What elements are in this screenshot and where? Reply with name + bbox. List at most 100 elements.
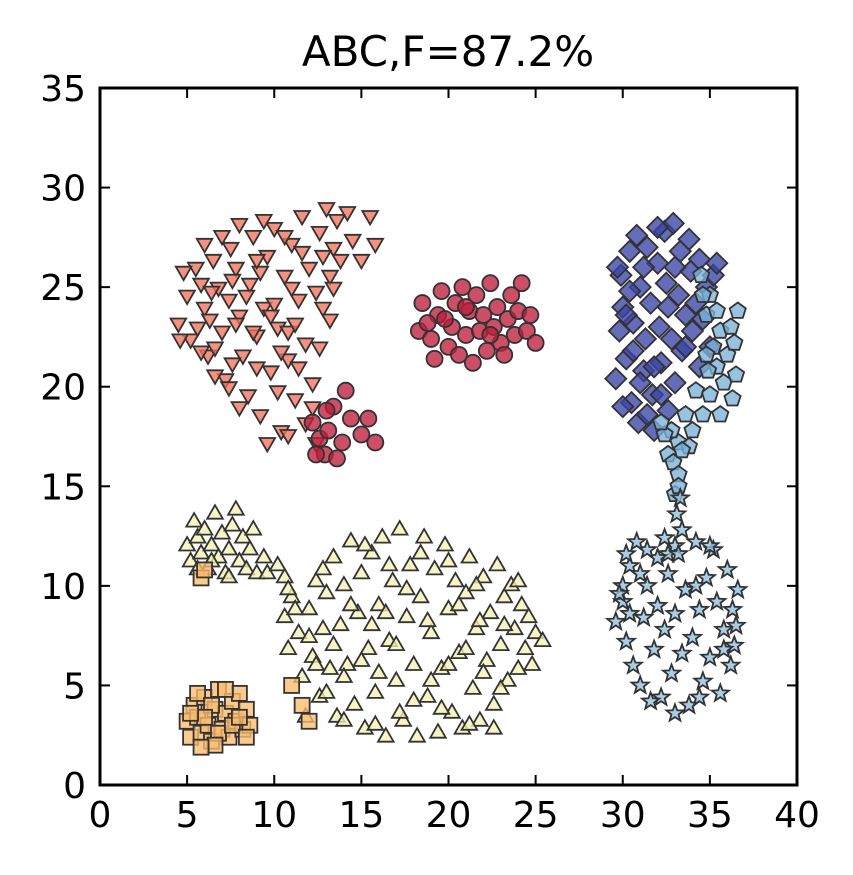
data-point <box>191 277 211 294</box>
data-point <box>622 653 645 675</box>
data-point <box>320 269 340 286</box>
data-point <box>310 225 329 243</box>
data-point <box>359 638 378 655</box>
data-point <box>247 253 267 271</box>
series-square <box>178 561 318 756</box>
data-point <box>292 210 312 227</box>
data-point <box>400 555 420 572</box>
data-point <box>508 658 528 675</box>
data-point <box>212 523 232 540</box>
data-point <box>341 531 361 548</box>
data-point <box>688 598 711 620</box>
data-point <box>205 341 225 358</box>
data-point <box>512 274 531 293</box>
data-point <box>299 261 319 278</box>
data-point <box>205 503 225 520</box>
data-point <box>481 326 500 344</box>
data-point <box>238 389 258 406</box>
data-point <box>313 249 333 267</box>
data-point <box>605 255 630 279</box>
x-tick-label: 20 <box>426 795 472 836</box>
data-point <box>369 662 389 679</box>
data-point <box>705 590 728 612</box>
data-point <box>526 622 545 640</box>
data-point <box>698 361 718 379</box>
data-point <box>491 678 511 695</box>
data-point <box>618 554 641 576</box>
data-point <box>418 610 437 628</box>
series-circle <box>303 274 545 468</box>
data-point <box>188 527 207 544</box>
data-point <box>633 327 658 351</box>
data-point <box>393 710 413 727</box>
data-point <box>414 527 434 544</box>
data-point <box>257 563 277 580</box>
data-point <box>296 337 315 354</box>
data-point <box>223 515 242 532</box>
data-point <box>338 654 357 671</box>
data-point <box>664 701 687 723</box>
x-tick-label: 10 <box>251 795 297 836</box>
data-point <box>680 319 705 343</box>
data-point <box>672 440 692 459</box>
data-point <box>233 349 253 366</box>
data-point <box>425 349 444 368</box>
data-point <box>439 551 458 568</box>
data-point <box>686 381 706 399</box>
data-point <box>631 255 656 279</box>
data-point <box>691 669 714 691</box>
data-point <box>491 634 511 651</box>
data-point <box>268 385 288 402</box>
data-point <box>635 235 659 260</box>
data-point <box>331 614 350 632</box>
data-point <box>352 425 371 444</box>
data-point <box>264 221 284 239</box>
data-point <box>647 315 672 339</box>
data-point <box>303 401 322 418</box>
data-point <box>300 712 318 730</box>
data-point <box>299 599 319 616</box>
data-point <box>177 535 197 552</box>
data-point <box>233 527 253 544</box>
data-point <box>390 702 410 719</box>
data-point <box>666 283 691 307</box>
data-point <box>212 325 232 342</box>
data-point <box>317 583 336 600</box>
data-point <box>639 689 662 711</box>
data-point <box>428 722 448 739</box>
data-point <box>456 583 476 600</box>
data-point <box>230 551 249 568</box>
data-point <box>629 562 652 584</box>
data-point <box>712 638 735 659</box>
data-point <box>278 638 298 655</box>
data-point <box>226 317 246 334</box>
data-point <box>618 602 641 624</box>
data-point <box>271 345 291 362</box>
data-point <box>484 718 504 735</box>
data-point <box>692 265 711 284</box>
data-point <box>425 559 444 576</box>
series-triangle-up <box>177 499 552 743</box>
data-point <box>278 353 298 370</box>
data-point <box>397 606 417 624</box>
data-point <box>289 622 308 640</box>
data-point <box>615 630 638 651</box>
data-point <box>709 681 732 703</box>
data-point <box>719 653 742 675</box>
x-tick-label: 25 <box>513 795 559 836</box>
data-point <box>688 685 711 707</box>
data-point <box>320 313 340 330</box>
data-point <box>693 285 713 303</box>
data-point <box>243 519 263 536</box>
data-point <box>411 587 430 604</box>
data-point <box>306 285 326 302</box>
data-point <box>243 325 263 342</box>
data-point <box>474 306 493 324</box>
data-point <box>376 726 396 743</box>
data-point <box>310 341 329 358</box>
data-point <box>711 404 730 423</box>
data-point <box>728 301 747 319</box>
data-point <box>338 206 357 223</box>
data-point <box>191 345 211 362</box>
y-tick-label: 25 <box>40 268 86 309</box>
